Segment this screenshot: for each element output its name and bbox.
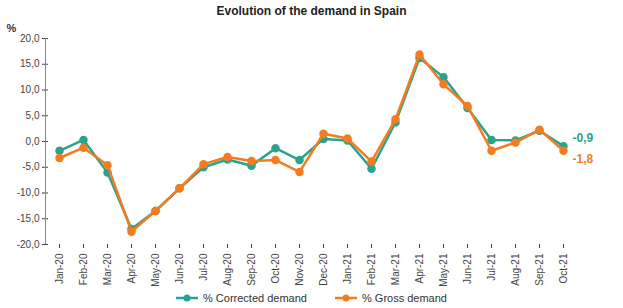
html-text:% Corrected demand: % Corrected demand	[203, 292, 307, 304]
svg-text:Oct-20: Oct-20	[270, 253, 281, 283]
svg-text:Aug-21: Aug-21	[510, 253, 521, 286]
svg-text:-5,0: -5,0	[22, 161, 40, 172]
svg-text:%: %	[7, 22, 17, 34]
svg-text:-0,9: -0,9	[573, 131, 594, 145]
svg-text:Jan-20: Jan-20	[54, 253, 65, 284]
svg-text:20,0: 20,0	[20, 33, 40, 44]
svg-text:May-21: May-21	[438, 253, 449, 287]
svg-text:Apr-20: Apr-20	[126, 253, 137, 283]
svg-text:-1,8: -1,8	[573, 152, 594, 166]
svg-text:15,0: 15,0	[20, 58, 40, 69]
svg-text:Jun-21: Jun-21	[462, 253, 473, 284]
svg-text:Apr-21: Apr-21	[414, 253, 425, 283]
svg-text:Sep-21: Sep-21	[534, 253, 545, 286]
html-text:Evolution of the demand in Spa: Evolution of the demand in Spain	[216, 4, 407, 18]
svg-text:Jul-20: Jul-20	[198, 253, 209, 281]
svg-text:Sep-20: Sep-20	[246, 253, 257, 286]
svg-text:Mar-20: Mar-20	[102, 253, 113, 285]
svg-text:-10,0: -10,0	[17, 187, 40, 198]
svg-text:May-20: May-20	[150, 253, 161, 287]
svg-text:Mar-21: Mar-21	[390, 253, 401, 285]
svg-text:-20,0: -20,0	[17, 239, 40, 250]
svg-text:10,0: 10,0	[20, 84, 40, 95]
svg-text:0,0: 0,0	[26, 136, 40, 147]
svg-text:Feb-20: Feb-20	[78, 253, 89, 285]
svg-text:Jul-21: Jul-21	[486, 253, 497, 281]
svg-text:Dec-20: Dec-20	[318, 253, 329, 286]
svg-text:Jun-20: Jun-20	[174, 253, 185, 284]
svg-text:Jan-21: Jan-21	[342, 253, 353, 284]
svg-text:Nov-20: Nov-20	[294, 253, 305, 286]
svg-text:-15,0: -15,0	[17, 213, 40, 224]
svg-text:Aug-20: Aug-20	[222, 253, 233, 286]
svg-text:Oct-21: Oct-21	[558, 253, 569, 283]
svg-text:Feb-21: Feb-21	[366, 253, 377, 285]
svg-text:5,0: 5,0	[26, 110, 40, 121]
html-text:% Gross demand: % Gross demand	[362, 292, 447, 304]
